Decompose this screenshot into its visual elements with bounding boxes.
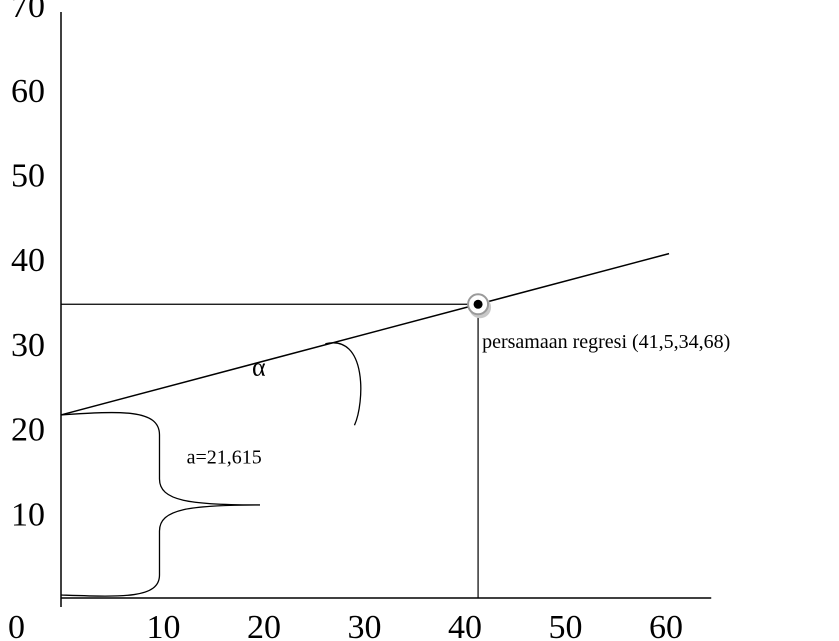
x-tick-label-30: 30 bbox=[348, 609, 382, 641]
y-tick-label-40: 40 bbox=[11, 242, 45, 279]
origin-label: 0 bbox=[8, 609, 25, 641]
x-tick-label-60: 60 bbox=[649, 609, 683, 641]
y-tick-label-70: 70 bbox=[11, 0, 45, 25]
angle-alpha-label: α bbox=[252, 353, 266, 382]
y-tick-label-60: 60 bbox=[11, 73, 45, 110]
y-tick-label-30: 30 bbox=[11, 327, 45, 364]
intercept-brace bbox=[60, 411, 260, 597]
x-tick-label-50: 50 bbox=[549, 609, 583, 641]
x-tick-labels: 10 20 30 40 50 60 bbox=[147, 609, 684, 641]
x-tick-label-40: 40 bbox=[448, 609, 482, 641]
point-dot bbox=[473, 299, 483, 309]
x-tick-label-20: 20 bbox=[247, 609, 281, 641]
y-tick-label-50: 50 bbox=[11, 158, 45, 195]
x-tick-label-10: 10 bbox=[147, 609, 181, 641]
y-tick-label-20: 20 bbox=[11, 412, 45, 449]
y-tick-labels: 10 20 30 40 50 60 70 bbox=[11, 0, 45, 533]
regression-line bbox=[60, 252, 670, 416]
angle-arc bbox=[325, 342, 362, 426]
regression-point-label: persamaan regresi (41,5,34,68) bbox=[482, 331, 730, 353]
regression-point-marker bbox=[467, 293, 492, 319]
intercept-label: a=21,615 bbox=[187, 446, 262, 468]
y-tick-label-10: 10 bbox=[11, 496, 45, 533]
